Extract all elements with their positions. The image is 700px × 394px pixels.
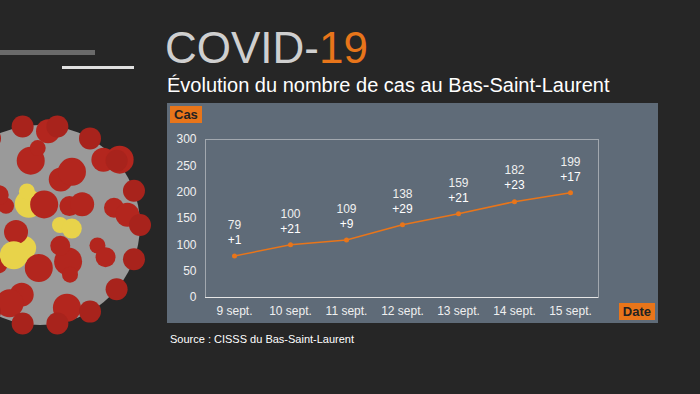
svg-text:182: 182	[504, 163, 524, 177]
html-text:Cas: Cas	[174, 107, 198, 122]
svg-text:9 sept.: 9 sept.	[216, 304, 252, 318]
svg-text:+21: +21	[448, 191, 469, 205]
svg-text:200: 200	[176, 185, 196, 199]
svg-text:+9: +9	[340, 217, 354, 231]
svg-text:+1: +1	[228, 233, 242, 247]
svg-text:14 sept.: 14 sept.	[493, 304, 536, 318]
svg-text:159: 159	[448, 176, 468, 190]
html-text:Date: Date	[622, 304, 651, 319]
svg-text:150: 150	[176, 211, 196, 225]
svg-text:100: 100	[176, 238, 196, 252]
svg-text:199: 199	[560, 155, 580, 169]
svg-text:+29: +29	[392, 202, 413, 216]
svg-text:15 sept.: 15 sept.	[549, 304, 592, 318]
svg-text:+17: +17	[560, 170, 581, 184]
svg-text:100: 100	[280, 207, 300, 221]
svg-text:50: 50	[183, 264, 197, 278]
svg-text:109: 109	[336, 202, 356, 216]
svg-text:13 sept.: 13 sept.	[437, 304, 480, 318]
svg-text:12 sept.: 12 sept.	[381, 304, 424, 318]
svg-text:250: 250	[176, 159, 196, 173]
html-text:COVID- 19: COVID- 19	[165, 23, 368, 72]
svg-text:10 sept.: 10 sept.	[269, 304, 312, 318]
svg-text:+23: +23	[504, 178, 525, 192]
svg-text:300: 300	[176, 132, 196, 146]
svg-text:0: 0	[190, 290, 197, 304]
html-text:Évolution du nombre de cas au: Évolution du nombre de cas au Bas-Saint-…	[167, 74, 610, 96]
svg-text:79: 79	[228, 218, 242, 232]
svg-text:138: 138	[392, 187, 412, 201]
svg-text:+21: +21	[280, 222, 301, 236]
svg-text:11 sept.: 11 sept.	[326, 304, 368, 318]
html-text:Source : CISSS du Bas-Saint-La: Source : CISSS du Bas-Saint-Laurent	[170, 333, 354, 345]
